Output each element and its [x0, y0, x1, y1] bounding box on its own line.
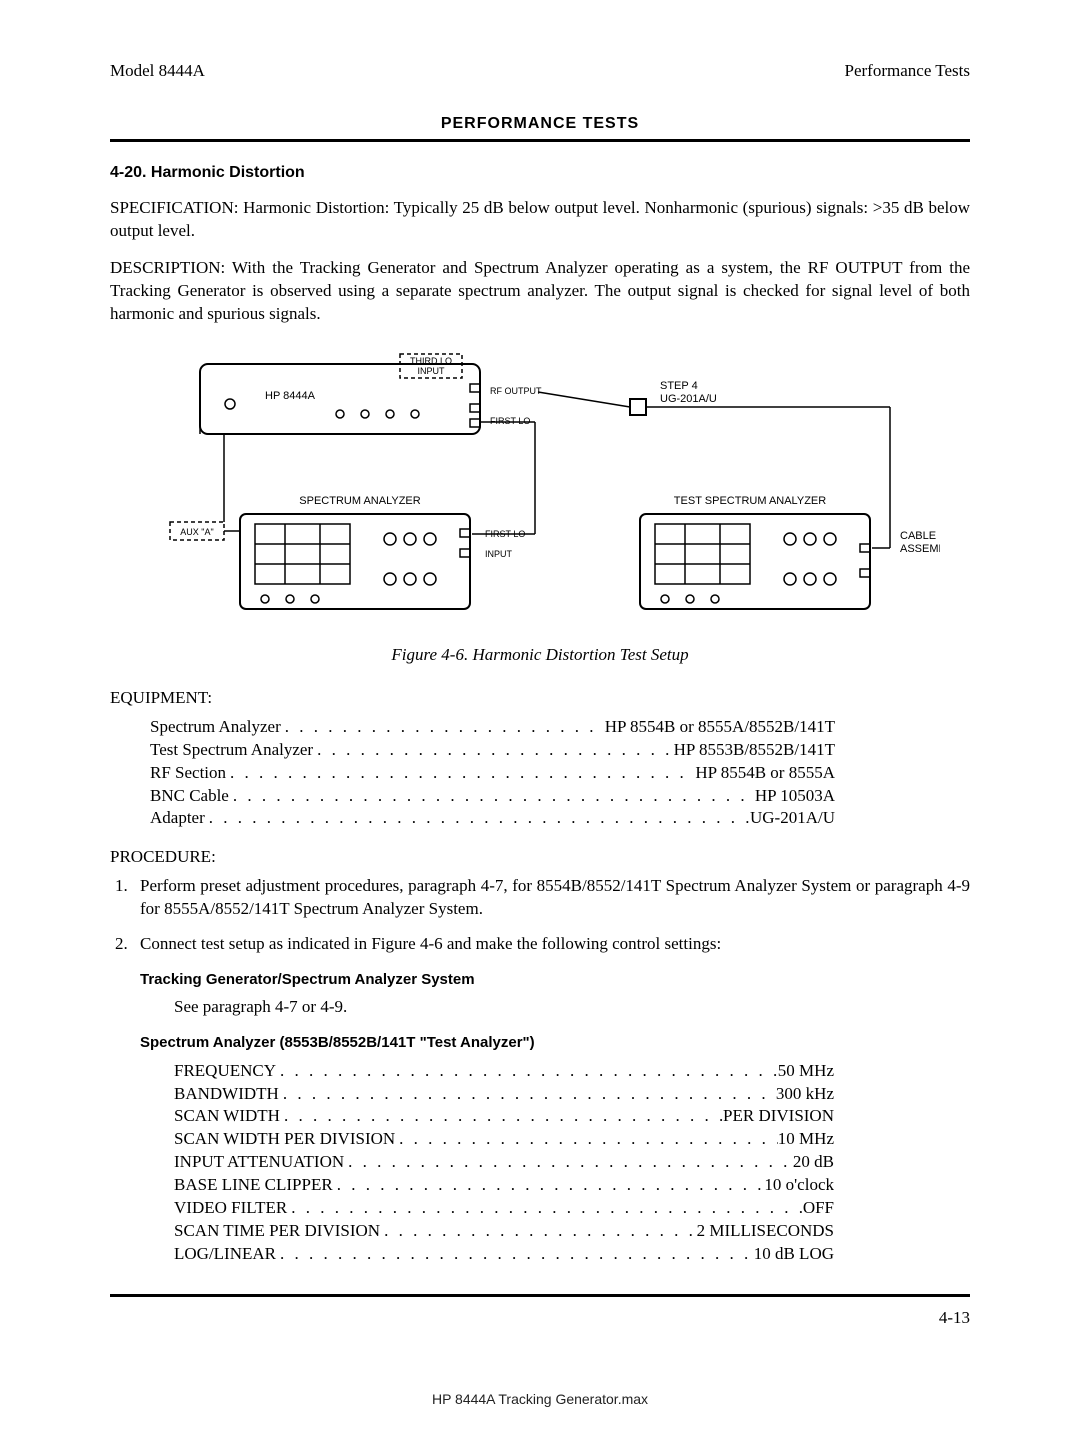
- procedure-list: Perform preset adjustment procedures, pa…: [110, 875, 970, 956]
- row-value: HP 8554B or 8555A: [695, 762, 835, 785]
- tg-system-title: Tracking Generator/Spectrum Analyzer Sys…: [140, 970, 970, 990]
- row-dots: [333, 1174, 765, 1197]
- tg-system-text: See paragraph 4-7 or 4-9.: [174, 996, 970, 1019]
- row-name: LOG/LINEAR: [174, 1243, 276, 1266]
- row-dots: [229, 785, 755, 808]
- procedure-label: PROCEDURE:: [110, 846, 970, 869]
- figure-caption: Figure 4-6. Harmonic Distortion Test Set…: [110, 644, 970, 667]
- row-dots: [276, 1060, 778, 1083]
- row-value: PER DIVISION: [723, 1105, 834, 1128]
- row-name: RF Section: [150, 762, 226, 785]
- row-dots: [226, 762, 695, 785]
- row-name: Spectrum Analyzer: [150, 716, 281, 739]
- settings-list-row: BANDWIDTH 300 kHz: [174, 1083, 834, 1106]
- row-name: VIDEO FILTER: [174, 1197, 287, 1220]
- settings-list-row: SCAN WIDTH PER DIVISION: [174, 1105, 834, 1128]
- fig-rf-output: RF OUTPUT: [490, 386, 542, 396]
- row-dots: [205, 807, 750, 830]
- row-value: UG-201A/U: [750, 807, 835, 830]
- row-value: 10 dB LOG: [754, 1243, 834, 1266]
- row-name: SCAN TIME PER DIVISION: [174, 1220, 380, 1243]
- fig-step4: STEP 4: [660, 380, 698, 392]
- equipment-list-row: Test Spectrum Analyzer HP 8553B/8552B/141…: [150, 739, 835, 762]
- row-name: INPUT ATTENUATION: [174, 1151, 344, 1174]
- row-dots: [313, 739, 674, 762]
- settings-list-row: BASE LINE CLIPPER 10 o'clock: [174, 1174, 834, 1197]
- equipment-list-row: Adapter UG-201A/U: [150, 807, 835, 830]
- row-name: Adapter: [150, 807, 205, 830]
- page-number: 4-13: [939, 1308, 970, 1327]
- row-name: Test Spectrum Analyzer: [150, 739, 313, 762]
- title-rule: [110, 139, 970, 142]
- row-value: 2 MILLISECONDS: [697, 1220, 834, 1243]
- specification-para: SPECIFICATION: Harmonic Distortion: Typi…: [110, 197, 970, 243]
- equipment-label: EQUIPMENT:: [110, 687, 970, 710]
- settings-list-row: INPUT ATTENUATION 20 dB: [174, 1151, 834, 1174]
- settings-list-row: SCAN WIDTH PER DIVISION 10 MHz: [174, 1128, 834, 1151]
- row-value: OFF: [803, 1197, 834, 1220]
- page-header: Model 8444A Performance Tests: [110, 60, 970, 83]
- equipment-list-row: Spectrum Analyzer HP 8554B or 8555A/8552B…: [150, 716, 835, 739]
- row-dots: [395, 1128, 778, 1151]
- row-dots: [279, 1083, 776, 1106]
- row-name: BASE LINE CLIPPER: [174, 1174, 333, 1197]
- row-dots: [287, 1197, 803, 1220]
- row-name: SCAN WIDTH: [174, 1105, 280, 1128]
- fig-spec-analyzer: SPECTRUM ANALYZER: [299, 495, 420, 507]
- row-name: SCAN WIDTH PER DIVISION: [174, 1128, 395, 1151]
- settings-list-row: FREQUENCY 50 MHz: [174, 1060, 834, 1083]
- page-footer: 4-13: [110, 1294, 970, 1330]
- row-dots: [276, 1243, 754, 1266]
- row-name: FREQUENCY: [174, 1060, 276, 1083]
- row-value: HP 8554B or 8555A/8552B/141T: [605, 716, 835, 739]
- row-name: BANDWIDTH: [174, 1083, 279, 1106]
- row-name: BNC Cable: [150, 785, 229, 808]
- row-value: 300 kHz: [776, 1083, 834, 1106]
- procedure-step-1: Perform preset adjustment procedures, pa…: [132, 875, 970, 921]
- row-value: HP 8553B/8552B/141T: [674, 739, 835, 762]
- row-dots: [281, 716, 605, 739]
- section-title: 4-20. Harmonic Distortion: [110, 162, 970, 184]
- test-analyzer-title: Spectrum Analyzer (8553B/8552B/141T "Tes…: [140, 1033, 970, 1053]
- row-value: 20 dB: [793, 1151, 834, 1174]
- bottom-filename: HP 8444A Tracking Generator.max: [110, 1390, 970, 1409]
- row-value: HP 10503A: [755, 785, 835, 808]
- row-value: 10 o'clock: [764, 1174, 834, 1197]
- fig-aux-a: AUX "A": [180, 527, 213, 537]
- figure-4-6: .bx { fill:#fff; stroke:#000; stroke-wid…: [110, 344, 970, 634]
- fig-cable-assy-1: CABLE: [900, 530, 936, 542]
- settings-list-row: SCAN TIME PER DIVISION 2 MILLISECONDS: [174, 1220, 834, 1243]
- header-left: Model 8444A: [110, 60, 205, 83]
- row-dots: [380, 1220, 697, 1243]
- equipment-list-row: RF Section HP 8554B or 8555A: [150, 762, 835, 785]
- description-para: DESCRIPTION: With the Tracking Generator…: [110, 257, 970, 326]
- fig-input2: INPUT: [485, 549, 513, 559]
- row-dots: [344, 1151, 793, 1174]
- settings-list-row: VIDEO FILTER OFF: [174, 1197, 834, 1220]
- settings-list: FREQUENCY50 MHzBANDWIDTH300 kHzSCAN WIDT…: [174, 1060, 834, 1266]
- fig-third-lo: THIRD LO: [410, 356, 452, 366]
- fig-ug201: UG-201A/U: [660, 393, 717, 405]
- center-title: PERFORMANCE TESTS: [110, 113, 970, 135]
- figure-svg: .bx { fill:#fff; stroke:#000; stroke-wid…: [140, 344, 940, 634]
- row-value: 10 MHz: [778, 1128, 834, 1151]
- fig-first-lo: FIRST LO: [490, 416, 530, 426]
- procedure-step-2: Connect test setup as indicated in Figur…: [132, 933, 970, 956]
- equipment-list: Spectrum Analyzer HP 8554B or 8555A/8552B…: [150, 716, 835, 831]
- row-dots: [280, 1105, 723, 1128]
- fig-test-spec-analyzer: TEST SPECTRUM ANALYZER: [674, 495, 826, 507]
- fig-cable-assy-2: ASSEMBLY: [900, 543, 940, 555]
- header-right: Performance Tests: [845, 60, 970, 83]
- equipment-list-row: BNC Cable HP 10503A: [150, 785, 835, 808]
- fig-hp8444a-label: HP 8444A: [265, 390, 316, 402]
- row-value: 50 MHz: [778, 1060, 834, 1083]
- fig-input: INPUT: [418, 366, 446, 376]
- settings-list-row: LOG/LINEAR 10 dB LOG: [174, 1243, 834, 1266]
